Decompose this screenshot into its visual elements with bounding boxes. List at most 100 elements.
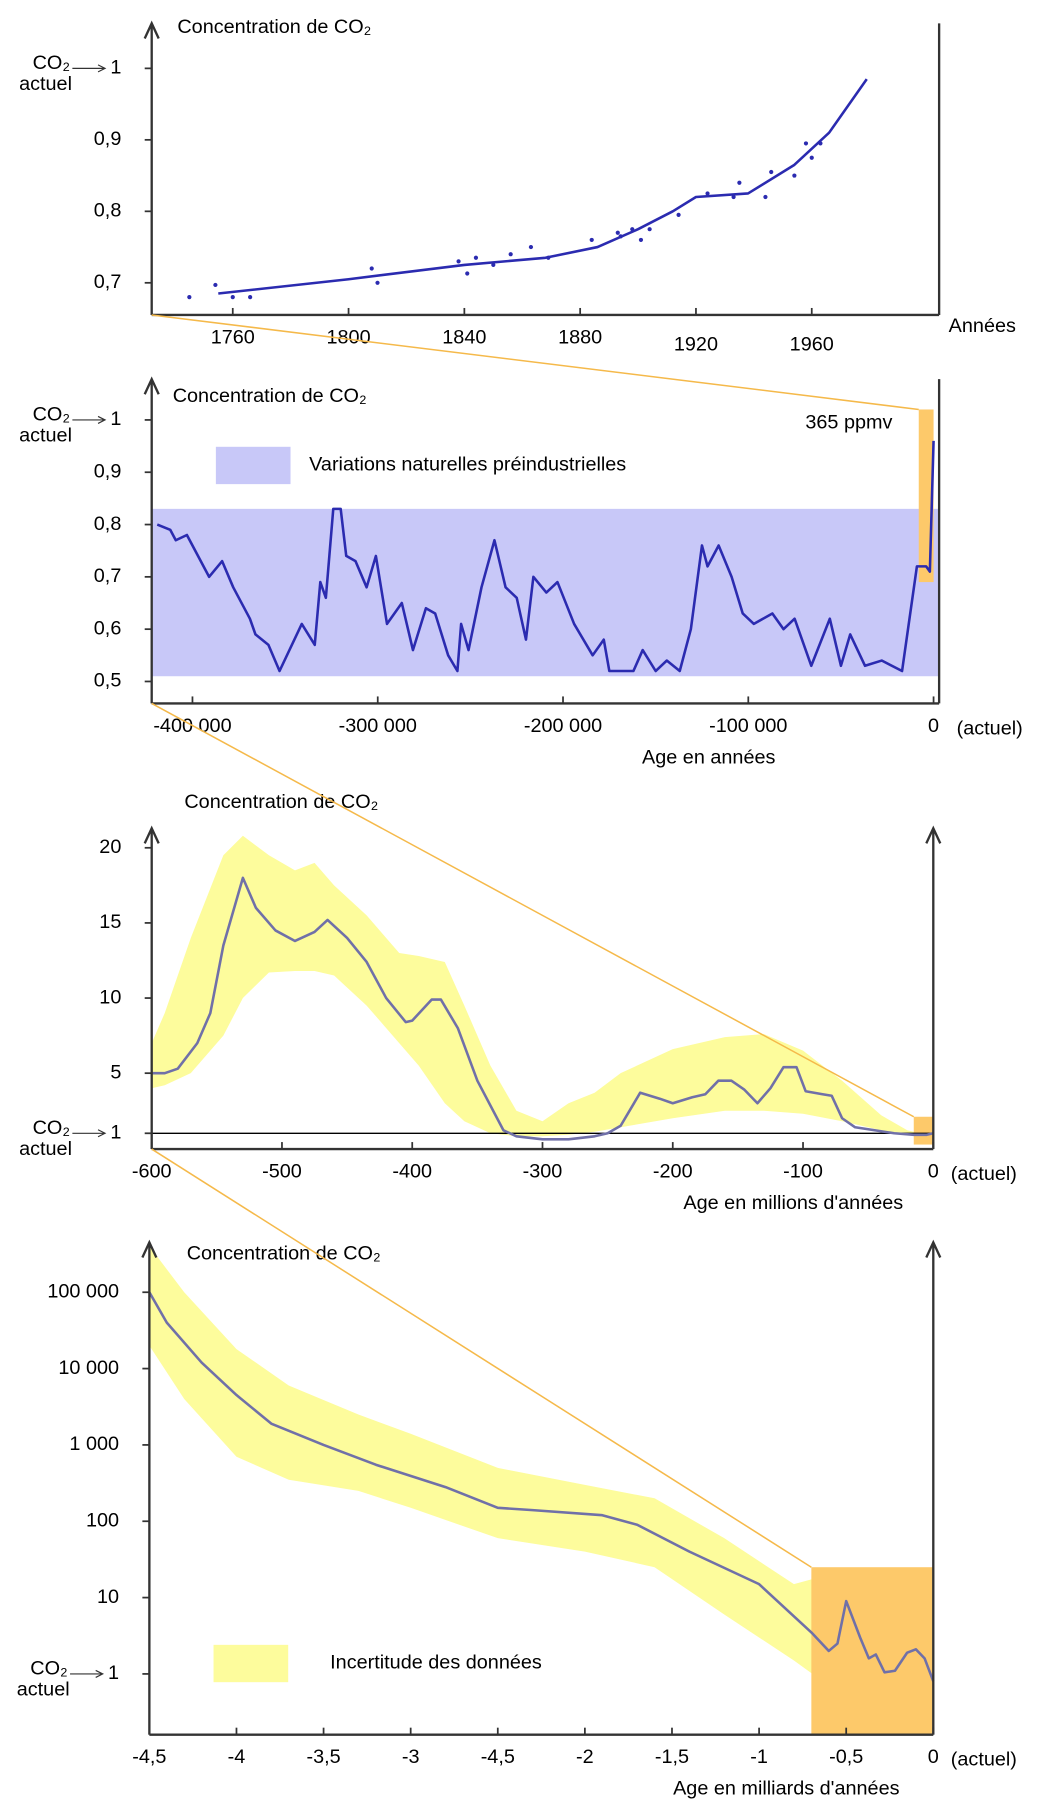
- legend-label: Incertitude des données: [330, 1652, 542, 1674]
- data-point: [737, 180, 742, 185]
- y-tick-label: 0,5: [94, 670, 122, 692]
- axis-arrow: [925, 825, 942, 844]
- data-point: [375, 280, 380, 285]
- current-label: actuel: [19, 73, 72, 95]
- y-tick-label: 0,8: [94, 200, 122, 222]
- data-point: [465, 271, 470, 276]
- chart-title: Concentration de CO₂: [184, 791, 378, 813]
- x-tick-label: -600: [132, 1161, 172, 1183]
- uncertainty-band: [149, 1246, 934, 1697]
- y-tick-label: 1 000: [69, 1433, 119, 1455]
- x-tick-label: -1,5: [655, 1746, 689, 1768]
- x-tick-label: 1920: [674, 334, 718, 356]
- data-point: [589, 237, 594, 243]
- data-point: [248, 295, 253, 300]
- y-tick-label: 0,7: [94, 565, 122, 587]
- x-end-label: (actuel): [951, 1749, 1017, 1771]
- data-point: [809, 155, 814, 160]
- chart-title: Concentration de CO₂: [187, 1242, 381, 1264]
- x-tick-label: 0: [928, 1161, 939, 1183]
- legend-swatch: [215, 446, 291, 485]
- x-tick-label: -500: [262, 1161, 302, 1183]
- x-tick-label: -1: [750, 1746, 768, 1768]
- data-point: [676, 212, 681, 217]
- x-axis-label: Age en millions d'années: [683, 1192, 903, 1214]
- data-point: [618, 234, 623, 239]
- x-tick-label: -200: [653, 1161, 693, 1183]
- data-point: [818, 141, 823, 146]
- current-arrow: [70, 1669, 105, 1678]
- chart-title: Concentration de CO₂: [173, 385, 367, 407]
- data-line: [151, 876, 934, 1141]
- axis-arrow: [143, 376, 160, 395]
- y-tick-label: 5: [110, 1061, 121, 1083]
- y-tick-label: 0,9: [94, 128, 122, 150]
- current-label: CO₂: [33, 1117, 70, 1139]
- data-point: [491, 262, 496, 268]
- data-point: [528, 244, 534, 250]
- y-tick-label: 1: [110, 1122, 121, 1144]
- data-point: [473, 255, 479, 260]
- axis-arrow: [143, 825, 160, 844]
- y-tick-label: 0,9: [94, 460, 122, 482]
- y-tick-label: 10: [97, 1586, 119, 1608]
- data-point: [187, 295, 192, 300]
- data-point: [369, 266, 374, 271]
- x-tick-label: 1880: [558, 327, 602, 349]
- x-tick-label: 0: [928, 1746, 939, 1768]
- data-point: [615, 230, 620, 235]
- current-arrow: [72, 64, 107, 73]
- data-point: [230, 295, 235, 300]
- x-tick-label: -4,5: [132, 1746, 166, 1768]
- legend-label: Variations naturelles préindustrielles: [309, 454, 626, 476]
- x-tick-label: -3: [402, 1746, 420, 1768]
- data-line: [148, 1291, 935, 1682]
- x-tick-label: -4: [228, 1746, 246, 1768]
- x-end-label: (actuel): [957, 717, 1023, 739]
- data-point: [630, 227, 635, 232]
- data-line: [218, 78, 868, 295]
- x-axis-label: Age en années: [642, 746, 775, 768]
- current-label: CO₂: [30, 1657, 67, 1679]
- x-tick-label: -100 000: [709, 715, 787, 737]
- data-point: [647, 227, 652, 232]
- axis-arrow: [141, 1239, 158, 1259]
- data-point: [456, 259, 461, 264]
- x-tick-label: -300 000: [339, 715, 417, 737]
- y-tick-label: 15: [99, 911, 121, 933]
- data-point: [763, 194, 768, 200]
- x-tick-label: -3,5: [306, 1746, 340, 1768]
- x-tick-label: 1960: [790, 334, 834, 356]
- legend-swatch: [213, 1644, 289, 1683]
- y-tick-label: 0,7: [94, 271, 122, 293]
- x-tick-label: 0: [928, 715, 939, 737]
- axis-arrow: [925, 1239, 942, 1259]
- zoom-line: [151, 1148, 812, 1568]
- x-tick-label: -4,5: [481, 1746, 515, 1768]
- x-tick-label: -100: [783, 1161, 823, 1183]
- zoom-line: [151, 702, 915, 1118]
- data-point: [638, 237, 644, 243]
- data-point: [731, 194, 736, 200]
- y-tick-label: 20: [99, 836, 121, 858]
- y-tick-label: 0,8: [94, 513, 122, 535]
- x-tick-label: 1800: [326, 327, 370, 349]
- uncertainty-band: [151, 835, 934, 1140]
- zoom-line: [151, 314, 919, 411]
- y-tick-label: 1: [110, 57, 121, 79]
- y-tick-label: 10 000: [58, 1357, 119, 1379]
- current-label: actuel: [19, 1138, 72, 1160]
- x-tick-label: -2: [576, 1746, 594, 1768]
- data-line: [156, 440, 935, 673]
- data-point: [546, 255, 551, 260]
- y-tick-label: 0,6: [94, 617, 122, 639]
- current-label: actuel: [17, 1678, 70, 1700]
- y-tick-label: 10: [99, 986, 121, 1008]
- current-label: CO₂: [33, 403, 70, 425]
- x-end-label: (actuel): [951, 1163, 1017, 1185]
- data-point: [508, 252, 513, 257]
- current-arrow: [72, 415, 107, 424]
- data-point: [705, 191, 710, 196]
- x-axis-label: Age en milliards d'années: [673, 1778, 900, 1800]
- y-tick-label: 100: [86, 1509, 119, 1531]
